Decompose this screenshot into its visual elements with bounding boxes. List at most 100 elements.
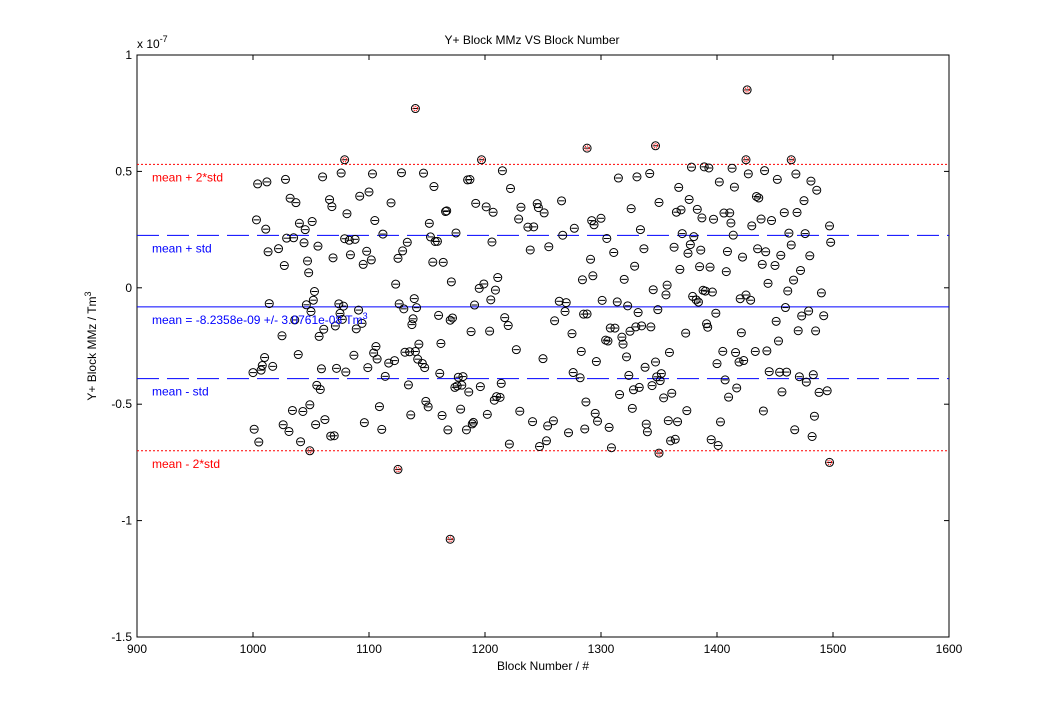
data-point (653, 305, 663, 315)
data-point (812, 185, 822, 195)
data-point (358, 259, 368, 269)
data-point (557, 196, 567, 206)
data-point (341, 367, 351, 377)
data-point (743, 169, 753, 179)
data-point (597, 295, 607, 305)
data-point (800, 229, 810, 239)
data-point (713, 440, 723, 450)
data-point (691, 295, 701, 305)
data-point (544, 242, 554, 252)
x-tick-label: 900 (127, 642, 147, 656)
data-point (676, 205, 686, 215)
data-point (506, 183, 516, 193)
data-point (441, 207, 451, 217)
data-point (771, 316, 781, 326)
data-point (307, 217, 317, 227)
data-point (630, 261, 640, 271)
data-point (654, 197, 664, 207)
data-point (262, 177, 272, 187)
data-point (278, 420, 288, 430)
data-point (393, 253, 403, 263)
data-point (535, 441, 545, 451)
data-point (588, 271, 598, 281)
ref-label-text: mean + 2*std (152, 170, 223, 184)
data-point (667, 388, 677, 398)
data-point (790, 425, 800, 435)
data-point (287, 405, 297, 415)
data-point (291, 198, 301, 208)
outlier-point (393, 464, 403, 474)
data-point (677, 229, 687, 239)
data-point (797, 311, 807, 321)
data-point (495, 392, 505, 402)
data-point (362, 246, 372, 256)
data-point (516, 202, 526, 212)
data-point (355, 191, 365, 201)
data-point (580, 424, 590, 434)
data-point (550, 316, 560, 326)
data-point (619, 274, 629, 284)
data-point (421, 396, 431, 406)
data-point (808, 370, 818, 380)
data-point (428, 257, 438, 267)
y-tick-label: 0.5 (115, 164, 132, 178)
data-point (251, 215, 261, 225)
data-point (290, 315, 300, 325)
data-point (481, 202, 491, 212)
data-point (458, 372, 468, 382)
plot-area (136, 54, 950, 638)
data-point (635, 225, 645, 235)
data-point (750, 346, 760, 356)
data-point (707, 287, 717, 297)
data-point (429, 182, 439, 192)
data-point (801, 377, 811, 387)
data-point (406, 410, 416, 420)
ref-label-plus2: mean + 2*std (152, 170, 223, 184)
y-axis-label: Y+ Block MMz / Tm3 (83, 291, 99, 400)
data-point (666, 436, 676, 446)
data-point (249, 424, 259, 434)
y-axis-multiplier-exponent: -7 (160, 34, 168, 44)
data-point (603, 336, 613, 346)
outlier-point (742, 85, 752, 95)
data-point (414, 339, 424, 349)
data-point (311, 420, 321, 430)
data-point (602, 233, 612, 243)
data-point (590, 408, 600, 418)
y-axis-label-text: Y+ Block MMz / Tm (85, 296, 99, 400)
data-point (639, 244, 649, 254)
data-point (561, 298, 571, 308)
data-point (316, 364, 326, 374)
data-point (399, 304, 409, 314)
data-point (486, 295, 496, 305)
y-axis-label-group: Y+ Block MMz / Tm3 (83, 291, 99, 400)
data-point (487, 237, 497, 247)
outlier-point (651, 141, 661, 151)
data-point (756, 214, 766, 224)
data-point (407, 320, 417, 330)
data-point (470, 300, 480, 310)
data-point (754, 193, 764, 203)
data-point (686, 162, 696, 172)
data-point (466, 327, 476, 337)
data-point (613, 173, 623, 183)
data-point (728, 230, 738, 240)
data-point (731, 348, 741, 358)
data-point (637, 321, 647, 331)
data-point (253, 179, 263, 189)
data-point (349, 350, 359, 360)
data-point (412, 303, 422, 313)
outlier-point (741, 155, 751, 165)
data-point (257, 361, 267, 371)
data-point (789, 275, 799, 285)
x-tick-label: 1500 (820, 642, 847, 656)
data-point (254, 437, 264, 447)
data-point (806, 176, 816, 186)
outlier-point (305, 446, 315, 456)
data-point (734, 357, 744, 367)
data-point (739, 356, 749, 366)
data-point (705, 262, 715, 272)
data-point (558, 230, 568, 240)
chart-title: Y+ Block MMz VS Block Number (444, 33, 619, 47)
